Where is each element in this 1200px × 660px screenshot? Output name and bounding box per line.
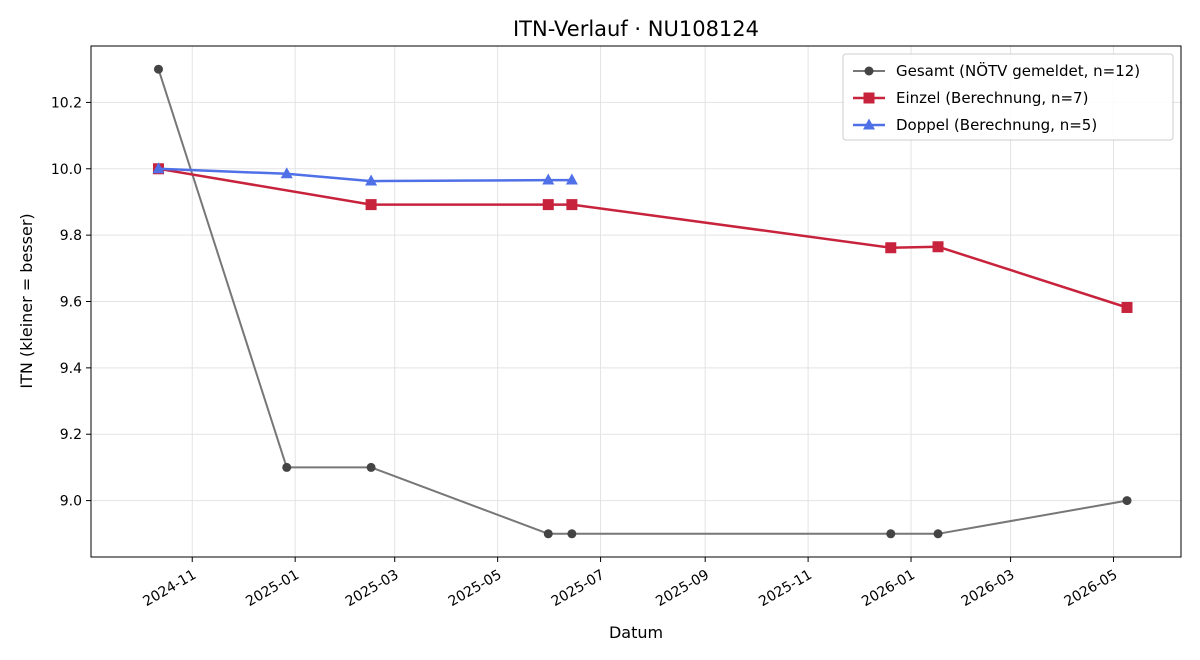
legend-box xyxy=(842,53,1174,141)
x-axis-label: Datum xyxy=(609,623,663,642)
legend: Gesamt (NÖTV gemeldet, n=12) Einzel (Bere… xyxy=(842,53,1174,141)
data-point xyxy=(567,529,577,539)
series-2 xyxy=(152,162,578,186)
data-point xyxy=(282,462,292,472)
legend-marker xyxy=(864,66,874,76)
data-point xyxy=(932,241,944,253)
data-point xyxy=(153,64,163,74)
chart-title: ITN-Verlauf · NU108124 xyxy=(513,17,759,41)
series-line xyxy=(157,68,1128,535)
data-point xyxy=(1122,496,1132,506)
data-point xyxy=(886,529,896,539)
y-axis-label: ITN (kleiner = besser) xyxy=(17,213,36,388)
data-point xyxy=(885,242,897,254)
legend-entry: Doppel (Berechnung, n=5) xyxy=(896,116,1097,134)
data-point xyxy=(365,174,378,186)
data-point xyxy=(565,173,578,185)
legend-marker xyxy=(863,92,875,104)
data-point xyxy=(543,529,553,539)
data-point xyxy=(1121,301,1133,313)
data-point xyxy=(152,162,165,174)
data-point xyxy=(280,167,293,179)
y-tick-label: 10.2 xyxy=(51,95,82,111)
data-point xyxy=(365,199,377,211)
y-tick-label: 10.0 xyxy=(51,162,82,178)
data-point xyxy=(366,462,376,472)
y-tick-label: 9.4 xyxy=(60,361,82,377)
series-group xyxy=(152,64,1133,539)
series-0 xyxy=(153,64,1132,539)
legend-marker xyxy=(863,118,875,130)
y-tick-label: 9.6 xyxy=(60,295,82,311)
data-point xyxy=(933,529,943,539)
data-point xyxy=(542,173,555,185)
y-tick-label: 9.2 xyxy=(60,427,82,443)
y-tick-label: 9.8 xyxy=(60,228,82,244)
y-tick-label: 9.0 xyxy=(60,494,82,510)
legend-entry: Einzel (Berechnung, n=7) xyxy=(896,89,1088,107)
legend-entry: Gesamt (NÖTV gemeldet, n=12) xyxy=(896,61,1140,80)
data-point xyxy=(542,199,554,211)
data-point xyxy=(566,199,578,211)
